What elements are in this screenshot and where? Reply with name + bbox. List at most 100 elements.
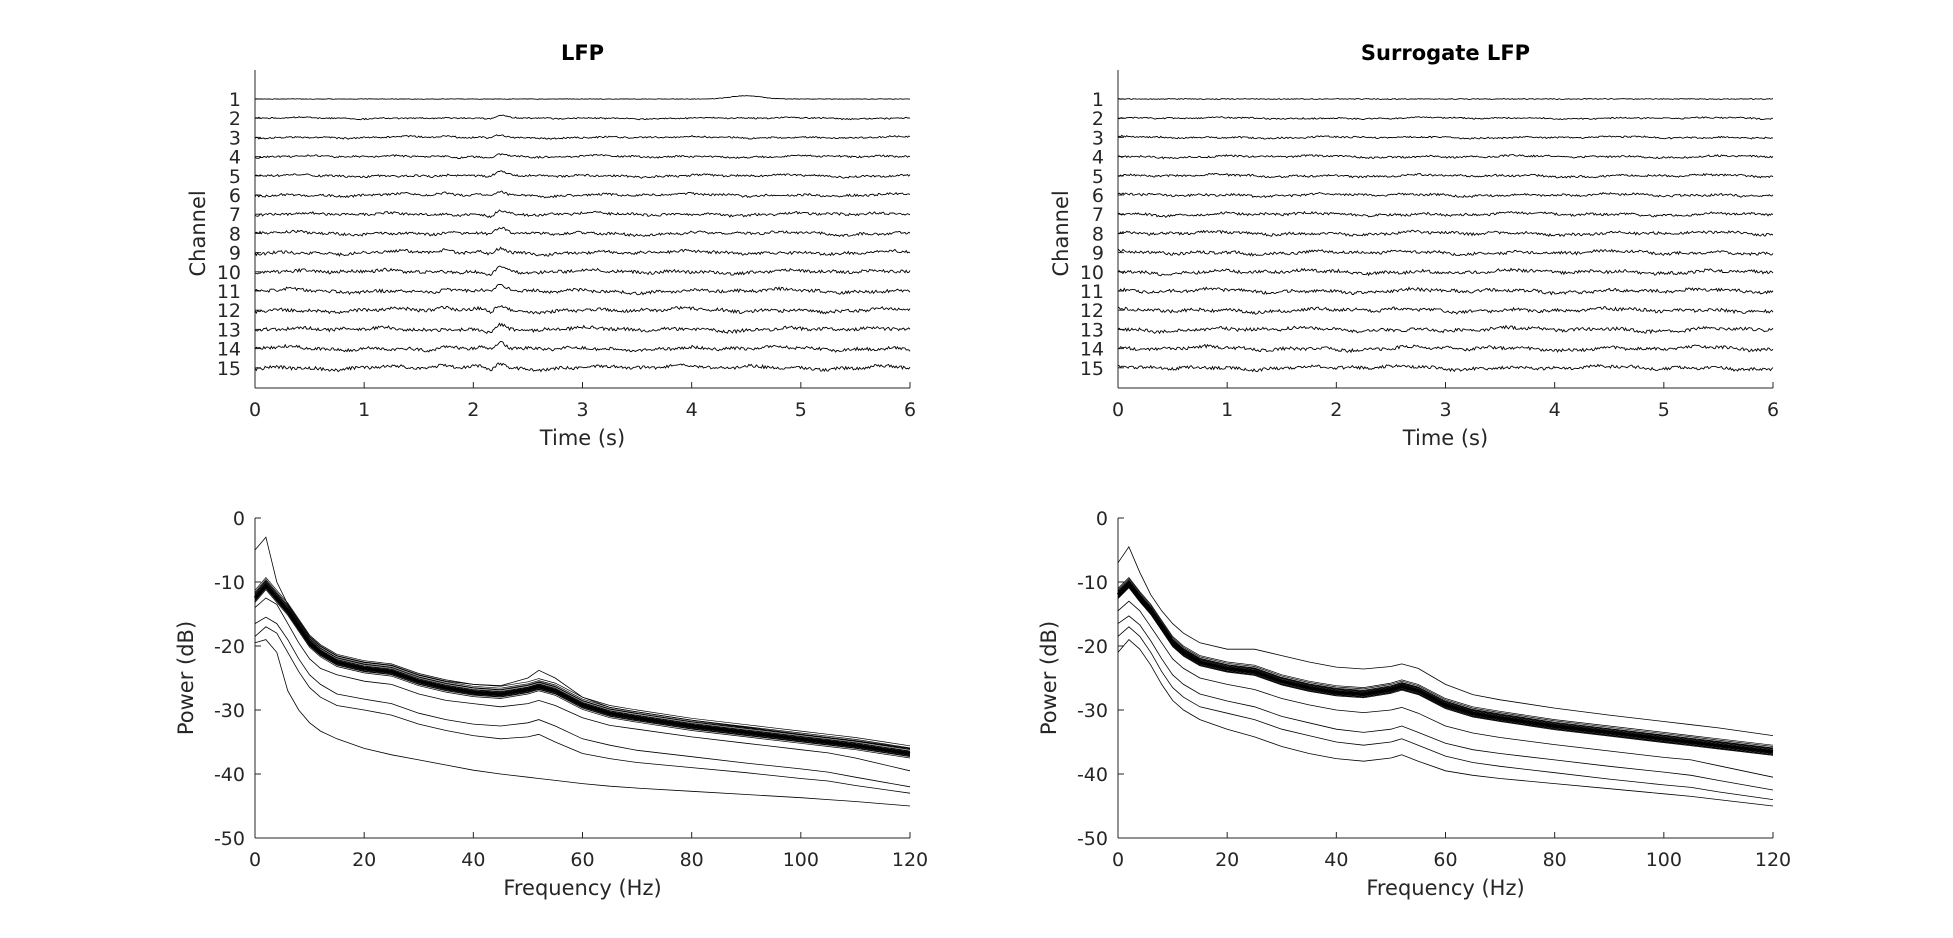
channel-trace-4 (1118, 153, 1774, 160)
channel-tick-label: 1 (229, 89, 241, 111)
channel-tick-label: 6 (1092, 185, 1104, 207)
channel-trace-1 (1118, 98, 1774, 100)
channel-trace-12 (1117, 306, 1774, 315)
x-tick-label: 0 (1112, 399, 1124, 421)
x-tick-label: 120 (892, 849, 928, 871)
x-tick-label: 0 (1112, 849, 1124, 871)
channel-trace-15 (1117, 363, 1774, 373)
x-tick-label: 6 (1767, 399, 1779, 421)
x-tick-label: 1 (1221, 399, 1233, 421)
y-tick-label: -40 (1077, 764, 1108, 786)
channel-tick-label: 7 (1092, 204, 1104, 226)
y-tick-label: -10 (214, 572, 245, 594)
channel-tick-label: 3 (1092, 127, 1104, 149)
channel-trace-11 (254, 283, 911, 296)
channel-spectrum-line (254, 616, 911, 788)
channel-tick-label: 13 (1080, 319, 1104, 341)
channel-tick-label: 10 (1080, 262, 1104, 284)
channel-trace-3 (254, 134, 911, 140)
x-tick-label: 4 (686, 399, 698, 421)
channel-trace-15 (254, 362, 911, 373)
y-tick-label: -50 (1077, 828, 1108, 850)
y-tick-label: -40 (214, 764, 245, 786)
channel-spectrum-line (254, 580, 911, 750)
channel-trace-5 (1117, 172, 1774, 179)
x-axis-label: Frequency (Hz) (503, 876, 661, 900)
channel-trace-5 (254, 170, 911, 179)
channel-spectrum-line (1117, 586, 1774, 756)
panel-title: Surrogate LFP (1361, 41, 1530, 65)
x-tick-label: 100 (783, 849, 819, 871)
y-tick-label: -30 (214, 700, 245, 722)
x-axis-label: Time (s) (1402, 426, 1488, 450)
channel-tick-label: 8 (1092, 223, 1104, 245)
panel-title: LFP (561, 41, 604, 65)
channel-trace-3 (1117, 134, 1774, 140)
x-tick-label: 40 (461, 849, 485, 871)
channel-tick-label: 2 (229, 108, 241, 130)
channel-trace-9 (1117, 248, 1774, 257)
y-tick-label: 0 (1096, 508, 1108, 530)
channel-spectrum-line (1117, 615, 1774, 791)
channel-spectrum-line (254, 578, 911, 749)
surrogate-power-spectrum-panel: 0 20 40 60 80 100 120 Frequency (Hz) 0 -10 -20 -30 -… (1037, 508, 1791, 900)
channel-trace-14 (254, 341, 911, 353)
channel-spectrum-line (254, 639, 911, 807)
y-axis-label: Power (dB) (1037, 621, 1061, 735)
x-tick-label: 0 (249, 399, 261, 421)
x-tick-label: 100 (1646, 849, 1682, 871)
x-tick-label: 20 (352, 849, 376, 871)
channel-spectrum-line (1117, 600, 1774, 778)
channel-tick-label: 14 (217, 339, 241, 361)
channel-spectrum-line (1117, 639, 1774, 807)
channel-spectrum-line (254, 626, 911, 794)
x-tick-label: 0 (249, 849, 261, 871)
channel-trace-13 (1117, 324, 1774, 335)
channel-spectrum-line (254, 597, 911, 772)
y-tick-label: -50 (214, 828, 245, 850)
channel-spectrum-line (254, 580, 911, 751)
channel-spectrum-line (254, 576, 911, 747)
channel-tick-label: 12 (217, 300, 241, 322)
y-tick-label: 0 (233, 508, 245, 530)
x-tick-label: 3 (1439, 399, 1451, 421)
channel-tick-label: 7 (229, 204, 241, 226)
y-tick-label: -30 (1077, 700, 1108, 722)
channel-trace-8 (254, 226, 911, 238)
channel-tick-label: 1 (1092, 89, 1104, 111)
channel-tick-label: 4 (1092, 147, 1104, 169)
x-tick-label: 3 (576, 399, 588, 421)
x-tick-label: 2 (1330, 399, 1342, 421)
channel-tick-label: 9 (229, 243, 241, 265)
channel-trace-10 (254, 265, 911, 277)
x-tick-label: 1 (358, 399, 370, 421)
x-tick-label: 60 (570, 849, 594, 871)
channel-trace-12 (254, 304, 911, 315)
channel-tick-label: 12 (1080, 300, 1104, 322)
channel-spectrum-line (1117, 545, 1774, 736)
channel-tick-label: 4 (229, 147, 241, 169)
channel-tick-label: 11 (217, 281, 241, 303)
channel-trace-9 (254, 246, 911, 257)
channel-tick-label: 14 (1080, 339, 1104, 361)
x-axis-label: Time (s) (539, 426, 625, 450)
y-axis-label: Channel (1049, 190, 1073, 276)
channel-tick-label: 5 (1092, 166, 1104, 188)
mean-spectrum-line (1116, 581, 1774, 754)
y-tick-label: -10 (1077, 572, 1108, 594)
x-tick-label: 5 (1658, 399, 1670, 421)
channel-trace-13 (254, 322, 911, 335)
channel-trace-1 (254, 95, 910, 100)
channel-spectrum-line (1117, 578, 1774, 747)
channel-tick-label: 10 (217, 262, 241, 284)
x-tick-label: 80 (1543, 849, 1567, 871)
channel-tick-label: 15 (1080, 358, 1104, 380)
x-tick-label: 20 (1215, 849, 1239, 871)
channel-spectrum-line (1117, 576, 1774, 746)
channel-spectrum-line (1117, 626, 1774, 800)
channel-spectrum-line (1117, 579, 1774, 749)
